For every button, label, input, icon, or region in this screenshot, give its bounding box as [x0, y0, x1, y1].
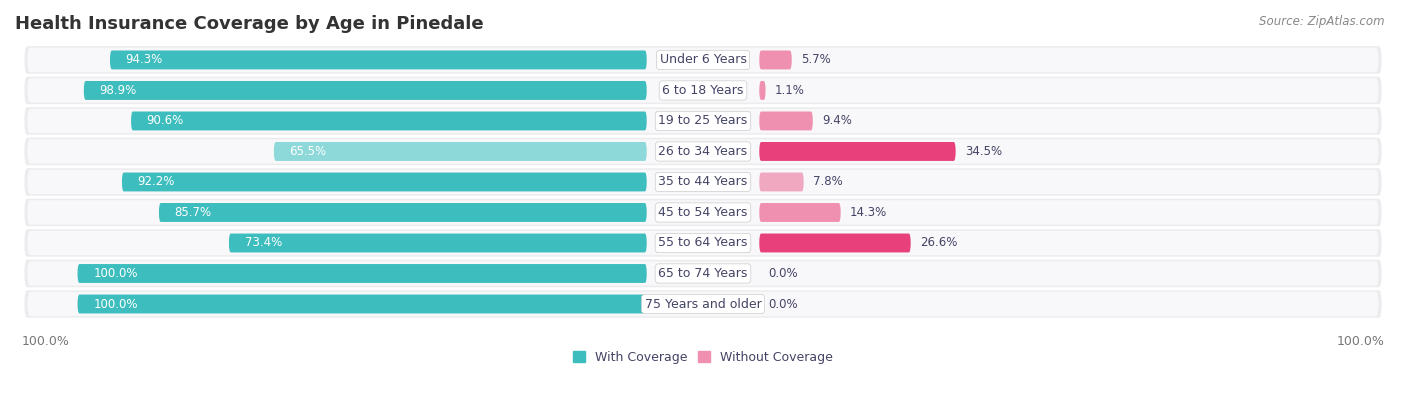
- FancyBboxPatch shape: [24, 107, 1382, 135]
- Text: 65.5%: 65.5%: [290, 145, 326, 158]
- FancyBboxPatch shape: [24, 199, 1382, 226]
- FancyBboxPatch shape: [759, 81, 765, 100]
- FancyBboxPatch shape: [759, 234, 911, 252]
- Text: 34.5%: 34.5%: [965, 145, 1002, 158]
- FancyBboxPatch shape: [77, 264, 647, 283]
- FancyBboxPatch shape: [77, 295, 647, 313]
- Text: 73.4%: 73.4%: [245, 237, 281, 249]
- Text: 65 to 74 Years: 65 to 74 Years: [658, 267, 748, 280]
- FancyBboxPatch shape: [28, 170, 1378, 194]
- Text: Under 6 Years: Under 6 Years: [659, 54, 747, 66]
- FancyBboxPatch shape: [759, 203, 841, 222]
- Text: 14.3%: 14.3%: [851, 206, 887, 219]
- Legend: With Coverage, Without Coverage: With Coverage, Without Coverage: [568, 346, 838, 369]
- FancyBboxPatch shape: [274, 142, 647, 161]
- FancyBboxPatch shape: [24, 260, 1382, 287]
- Text: 5.7%: 5.7%: [801, 54, 831, 66]
- Text: 0.0%: 0.0%: [769, 267, 799, 280]
- FancyBboxPatch shape: [28, 261, 1378, 286]
- FancyBboxPatch shape: [24, 77, 1382, 104]
- FancyBboxPatch shape: [28, 292, 1378, 316]
- FancyBboxPatch shape: [28, 109, 1378, 133]
- Text: 26 to 34 Years: 26 to 34 Years: [658, 145, 748, 158]
- FancyBboxPatch shape: [24, 290, 1382, 318]
- Text: 100.0%: 100.0%: [21, 335, 69, 349]
- Text: 6 to 18 Years: 6 to 18 Years: [662, 84, 744, 97]
- FancyBboxPatch shape: [28, 231, 1378, 255]
- FancyBboxPatch shape: [131, 112, 647, 130]
- FancyBboxPatch shape: [24, 168, 1382, 196]
- Text: 9.4%: 9.4%: [823, 115, 852, 127]
- Text: 1.1%: 1.1%: [775, 84, 804, 97]
- FancyBboxPatch shape: [24, 138, 1382, 165]
- Text: Health Insurance Coverage by Age in Pinedale: Health Insurance Coverage by Age in Pine…: [15, 15, 484, 33]
- Text: 35 to 44 Years: 35 to 44 Years: [658, 176, 748, 188]
- Text: 75 Years and older: 75 Years and older: [644, 298, 762, 310]
- FancyBboxPatch shape: [24, 46, 1382, 74]
- FancyBboxPatch shape: [759, 173, 804, 191]
- Text: 100.0%: 100.0%: [93, 298, 138, 310]
- FancyBboxPatch shape: [759, 51, 792, 69]
- FancyBboxPatch shape: [28, 139, 1378, 164]
- Text: 90.6%: 90.6%: [146, 115, 184, 127]
- Text: 19 to 25 Years: 19 to 25 Years: [658, 115, 748, 127]
- FancyBboxPatch shape: [122, 173, 647, 191]
- FancyBboxPatch shape: [24, 229, 1382, 257]
- FancyBboxPatch shape: [759, 142, 956, 161]
- Text: 100.0%: 100.0%: [93, 267, 138, 280]
- FancyBboxPatch shape: [84, 81, 647, 100]
- Text: 45 to 54 Years: 45 to 54 Years: [658, 206, 748, 219]
- Text: 98.9%: 98.9%: [100, 84, 136, 97]
- Text: 26.6%: 26.6%: [920, 237, 957, 249]
- Text: 85.7%: 85.7%: [174, 206, 212, 219]
- Text: 7.8%: 7.8%: [813, 176, 842, 188]
- FancyBboxPatch shape: [229, 234, 647, 252]
- FancyBboxPatch shape: [28, 78, 1378, 103]
- FancyBboxPatch shape: [759, 112, 813, 130]
- FancyBboxPatch shape: [28, 48, 1378, 72]
- Text: 55 to 64 Years: 55 to 64 Years: [658, 237, 748, 249]
- FancyBboxPatch shape: [28, 200, 1378, 225]
- Text: 94.3%: 94.3%: [125, 54, 163, 66]
- FancyBboxPatch shape: [159, 203, 647, 222]
- Text: 92.2%: 92.2%: [138, 176, 174, 188]
- Text: Source: ZipAtlas.com: Source: ZipAtlas.com: [1260, 15, 1385, 27]
- Text: 100.0%: 100.0%: [1337, 335, 1385, 349]
- Text: 0.0%: 0.0%: [769, 298, 799, 310]
- FancyBboxPatch shape: [110, 51, 647, 69]
